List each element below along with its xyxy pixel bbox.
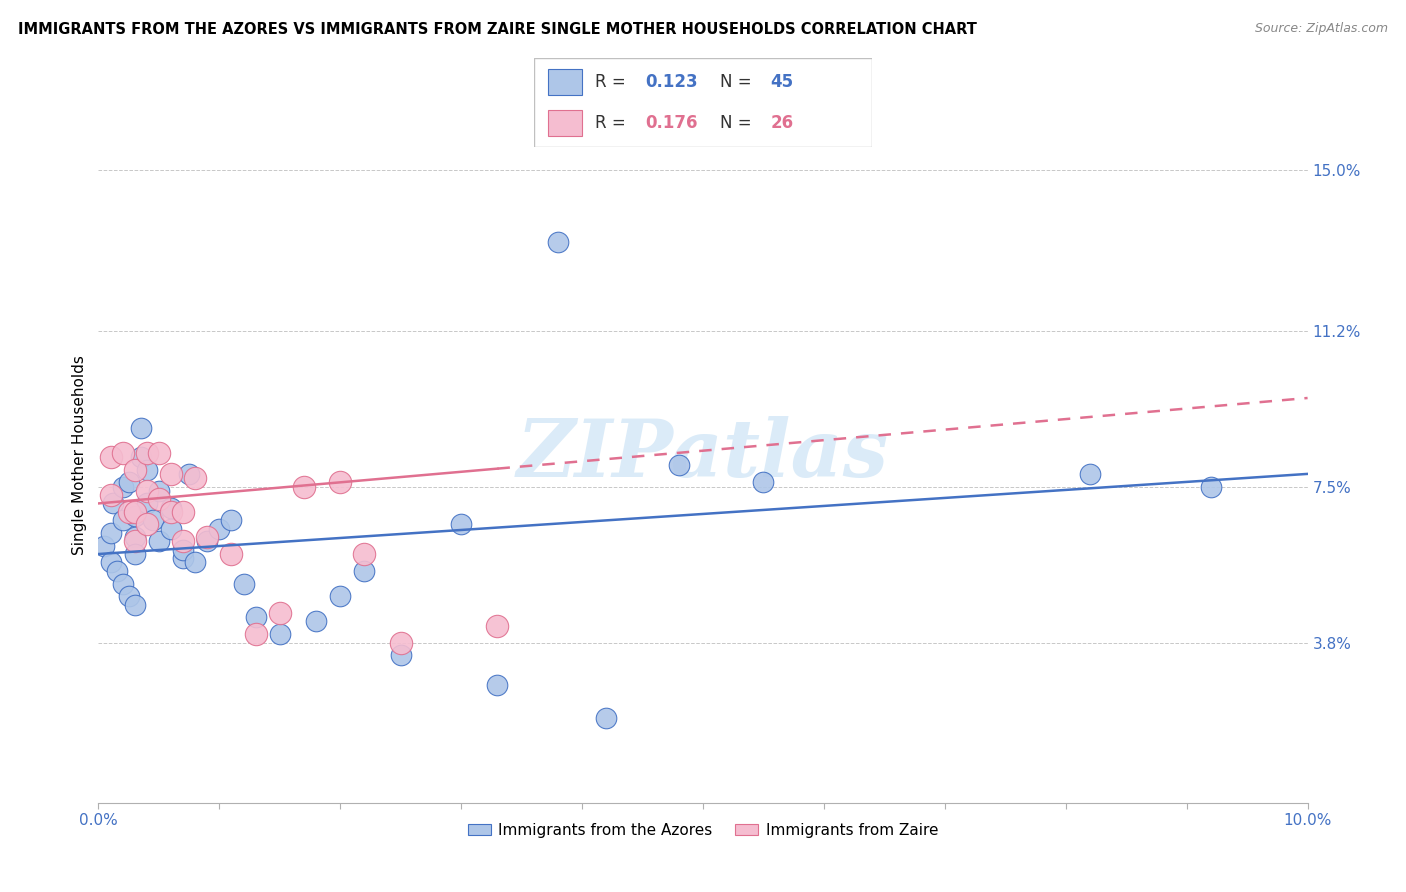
Point	[142, 513, 165, 527]
Text: Source: ZipAtlas.com: Source: ZipAtlas.com	[1254, 22, 1388, 36]
Point	[111, 479, 134, 493]
Point	[232, 576, 254, 591]
Point	[172, 551, 194, 566]
Point	[195, 530, 218, 544]
Text: 45: 45	[770, 73, 793, 91]
Point	[118, 589, 141, 603]
Point	[124, 598, 146, 612]
Point	[124, 463, 146, 477]
Point	[172, 534, 194, 549]
Point	[148, 534, 170, 549]
Point	[184, 471, 207, 485]
Point	[105, 564, 128, 578]
FancyBboxPatch shape	[534, 58, 872, 147]
Point	[124, 505, 146, 519]
Point	[208, 522, 231, 536]
Point	[292, 479, 315, 493]
Point	[160, 467, 183, 481]
Point	[135, 483, 157, 498]
Point	[389, 648, 412, 663]
Point	[184, 556, 207, 570]
Point	[195, 534, 218, 549]
Point	[135, 496, 157, 510]
Point	[100, 556, 122, 570]
FancyBboxPatch shape	[548, 69, 582, 95]
Text: ZIPatlas: ZIPatlas	[517, 417, 889, 493]
Point	[486, 618, 509, 632]
Point	[1199, 479, 1222, 493]
Point	[269, 606, 291, 620]
Point	[450, 517, 472, 532]
Y-axis label: Single Mother Households: Single Mother Households	[72, 355, 87, 555]
Point	[172, 505, 194, 519]
Point	[111, 576, 134, 591]
FancyBboxPatch shape	[548, 110, 582, 136]
Point	[305, 615, 328, 629]
Point	[353, 547, 375, 561]
Point	[124, 547, 146, 561]
Point	[101, 496, 124, 510]
Point	[668, 458, 690, 473]
Point	[245, 627, 267, 641]
Text: 0.123: 0.123	[645, 73, 699, 91]
Point	[329, 589, 352, 603]
Point	[547, 235, 569, 249]
Point	[221, 513, 243, 527]
Point	[160, 500, 183, 515]
Point	[595, 711, 617, 725]
Point	[353, 564, 375, 578]
Text: R =: R =	[595, 114, 631, 132]
Point	[111, 446, 134, 460]
Point	[100, 525, 122, 540]
Point	[129, 450, 152, 464]
Point	[124, 534, 146, 549]
Point	[172, 542, 194, 557]
Text: N =: N =	[720, 73, 756, 91]
Point	[118, 475, 141, 490]
Point	[124, 530, 146, 544]
Text: R =: R =	[595, 73, 631, 91]
Point	[245, 610, 267, 624]
Point	[100, 488, 122, 502]
Point	[148, 492, 170, 507]
Point	[221, 547, 243, 561]
Point	[129, 420, 152, 434]
Point	[486, 678, 509, 692]
Point	[100, 450, 122, 464]
Point	[148, 446, 170, 460]
Point	[329, 475, 352, 490]
Point	[124, 509, 146, 524]
Point	[111, 513, 134, 527]
Point	[135, 517, 157, 532]
Text: 26: 26	[770, 114, 793, 132]
Point	[269, 627, 291, 641]
Point	[179, 467, 201, 481]
Text: IMMIGRANTS FROM THE AZORES VS IMMIGRANTS FROM ZAIRE SINGLE MOTHER HOUSEHOLDS COR: IMMIGRANTS FROM THE AZORES VS IMMIGRANTS…	[18, 22, 977, 37]
Point	[160, 505, 183, 519]
Point	[1078, 467, 1101, 481]
Point	[389, 635, 412, 649]
Legend: Immigrants from the Azores, Immigrants from Zaire: Immigrants from the Azores, Immigrants f…	[461, 817, 945, 844]
Text: N =: N =	[720, 114, 756, 132]
Text: 0.176: 0.176	[645, 114, 699, 132]
Point	[93, 539, 115, 553]
Point	[135, 446, 157, 460]
Point	[752, 475, 775, 490]
Point	[160, 522, 183, 536]
Point	[135, 463, 157, 477]
Point	[148, 483, 170, 498]
Point	[118, 505, 141, 519]
